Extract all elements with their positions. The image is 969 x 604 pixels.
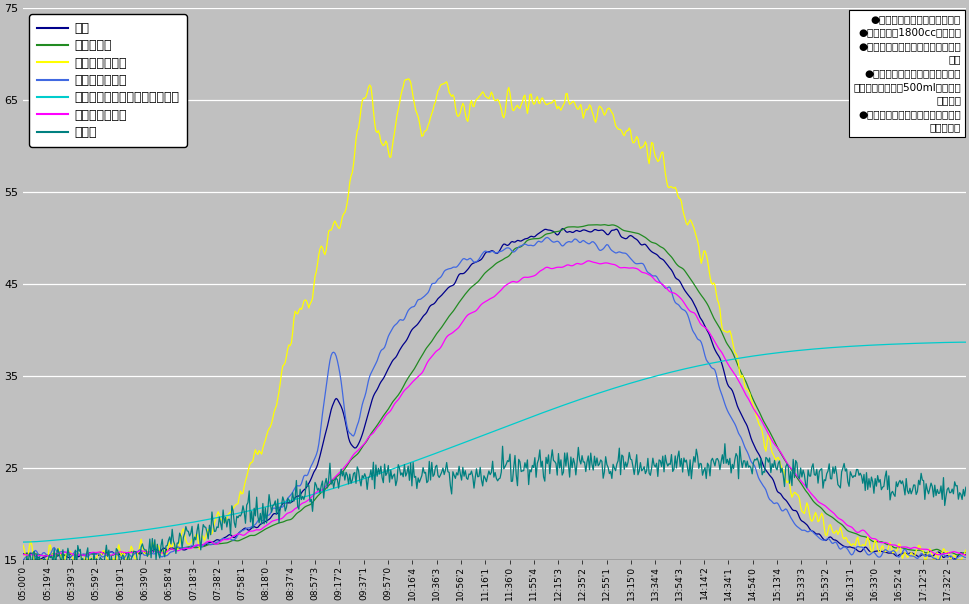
Legend: 車内, シート座面, ダッシュボード, フロントガラス, 置き忘れたペットボトルの水温, タングプレート, 外気温: 車内, シート座面, ダッシュボード, フロントガラス, 置き忘れたペットボトル…	[29, 14, 187, 147]
Text: ●車両先頭を真南に向けて配置
●テスト車は1800ccミニバン
●シート座面はフロントシート助手
席側
●水温は、センターコンソールの
純正スタンドに、500m: ●車両先頭を真南に向けて配置 ●テスト車は1800ccミニバン ●シート座面はフ…	[853, 14, 960, 132]
Bar	[23, 560, 965, 570]
